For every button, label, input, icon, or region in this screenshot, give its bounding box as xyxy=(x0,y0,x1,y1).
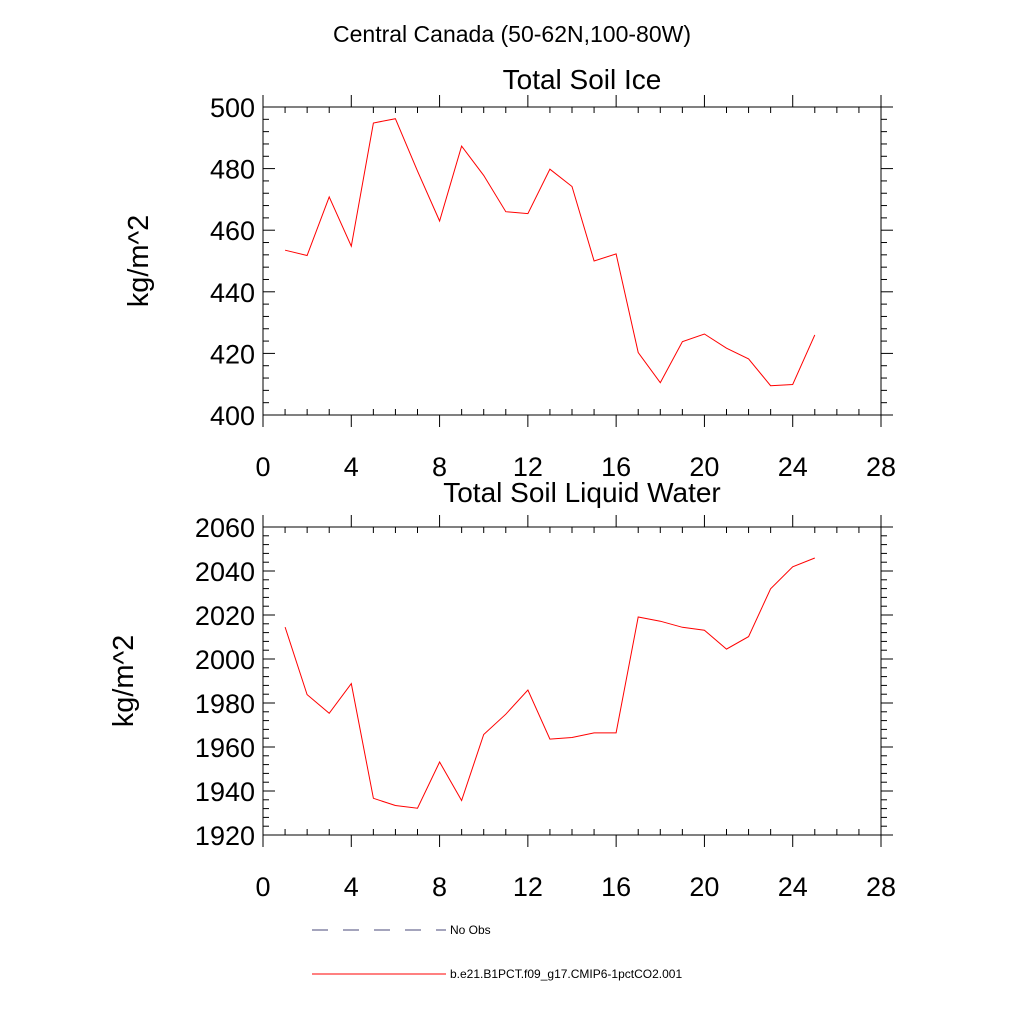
y-tick-label: 440 xyxy=(210,278,255,308)
y-axis-label: kg/m^2 xyxy=(123,215,155,308)
x-tick-label: 12 xyxy=(513,452,543,482)
x-tick-label: 28 xyxy=(866,872,896,902)
x-tick-label: 8 xyxy=(432,872,447,902)
x-tick-label: 20 xyxy=(689,872,719,902)
soil-ice-panel: Total Soil Ice kg/m^2 0 4 8 12 16 20 24 28 400 420 4… xyxy=(123,64,896,482)
plot-frame xyxy=(262,106,882,416)
y-tick-label: 480 xyxy=(210,155,255,185)
x-tick-label: 12 xyxy=(513,872,543,902)
plot-frame xyxy=(262,526,882,836)
series-line xyxy=(284,557,815,809)
x-tick-label: 8 xyxy=(432,452,447,482)
y-tick-label: 2000 xyxy=(195,645,255,675)
x-tick-label: 24 xyxy=(778,872,808,902)
figure-title: Central Canada (50-62N,100-80W) xyxy=(333,21,691,47)
x-tick-label: 16 xyxy=(601,452,631,482)
y-tick-label: 2020 xyxy=(195,601,255,631)
y-tick-label: 460 xyxy=(210,216,255,246)
x-tick-label: 4 xyxy=(344,452,359,482)
x-tick-label: 0 xyxy=(255,872,270,902)
y-tick-label: 1980 xyxy=(195,689,255,719)
legend-label: b.e21.B1PCT.f09_g17.CMIP6-1pctCO2.001 xyxy=(450,967,682,981)
y-tick-label: 1920 xyxy=(195,821,255,851)
x-tick-label: 28 xyxy=(866,452,896,482)
series-line xyxy=(284,118,816,387)
panel-title: Total Soil Ice xyxy=(503,64,662,95)
x-tick-label: 4 xyxy=(344,872,359,902)
y-tick-label: 1960 xyxy=(195,733,255,763)
legend: No Obs b.e21.B1PCT.f09_g17.CMIP6-1pctCO2.… xyxy=(312,923,682,981)
x-tick-label: 16 xyxy=(601,872,631,902)
x-tick-label: 20 xyxy=(689,452,719,482)
x-tick-label: 0 xyxy=(255,452,270,482)
x-tick-label: 24 xyxy=(778,452,808,482)
y-tick-label: 2040 xyxy=(195,557,255,587)
y-axis-label: kg/m^2 xyxy=(108,635,140,728)
y-tick-label: 1940 xyxy=(195,777,255,807)
y-tick-label: 420 xyxy=(210,339,255,369)
y-tick-label: 2060 xyxy=(195,513,255,543)
y-tick-label: 500 xyxy=(210,93,255,123)
y-tick-label: 400 xyxy=(210,401,255,431)
panel-title: Total Soil Liquid Water xyxy=(443,477,721,508)
legend-label: No Obs xyxy=(450,923,491,937)
soil-liquid-water-panel: Total Soil Liquid Water kg/m^2 0 4 8 12 16 20 24… xyxy=(108,477,896,902)
